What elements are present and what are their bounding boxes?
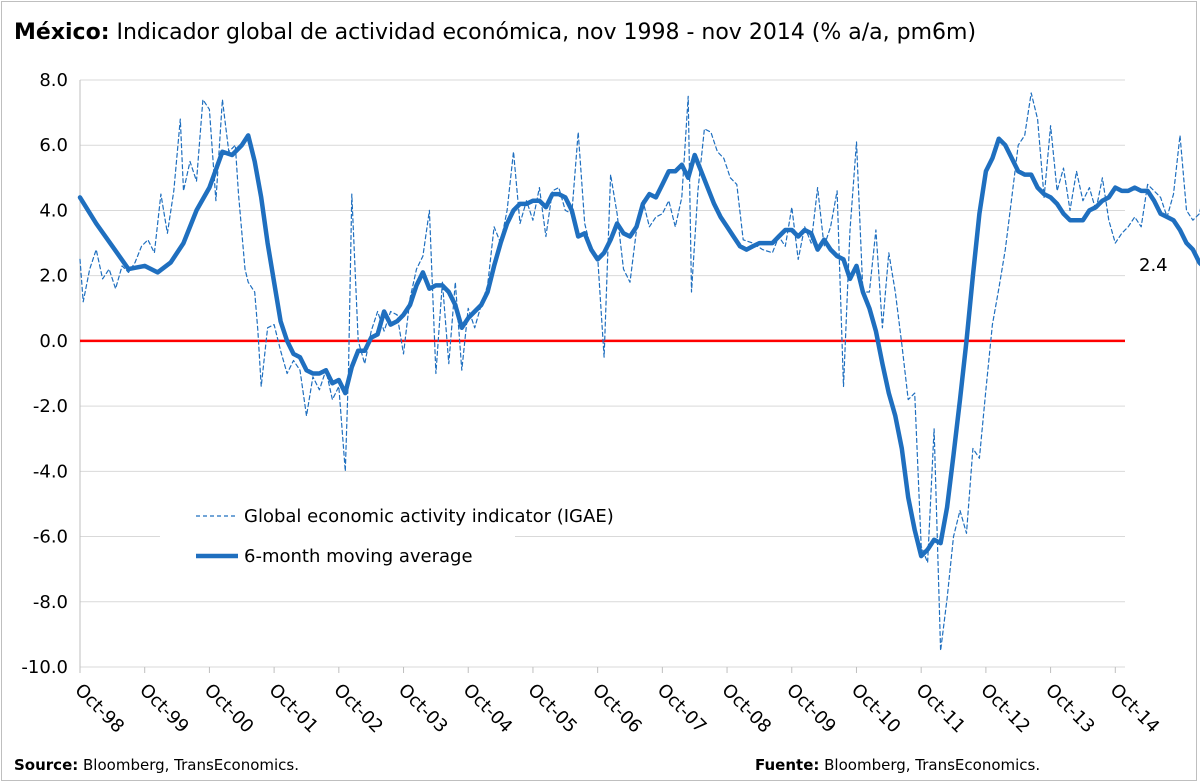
x-tick-label: Oct-06	[588, 680, 646, 738]
y-tick-label: -2.0	[33, 396, 68, 417]
legend: Global economic activity indicator (IGAE…	[160, 494, 614, 582]
y-tick-label: 2.0	[39, 266, 68, 287]
y-tick-label: -6.0	[33, 527, 68, 548]
x-tick-label: Oct-98	[70, 680, 128, 738]
x-tick-label: Oct-02	[329, 680, 387, 738]
y-tick-label: -10.0	[21, 657, 68, 678]
y-tick-label: 6.0	[39, 135, 68, 156]
x-tick-label: Oct-04	[459, 680, 517, 738]
y-tick-label: -8.0	[33, 592, 68, 613]
source-note: Source: Bloomberg, TransEconomics.	[14, 756, 299, 774]
y-tick-label: 0.0	[39, 331, 68, 352]
x-tick-label: Oct-07	[653, 680, 711, 738]
source-text: Bloomberg, TransEconomics.	[78, 756, 299, 774]
fuente-note: Fuente: Bloomberg, TransEconomics.	[755, 756, 1040, 774]
chart-title: México: Indicador global de actividad ec…	[14, 20, 976, 45]
x-tick-label: Oct-00	[200, 680, 258, 738]
x-tick-label: Oct-14	[1106, 680, 1164, 738]
fuente-text: Bloomberg, TransEconomics.	[819, 756, 1041, 774]
title-text: Indicador global de actividad económica,…	[109, 20, 977, 45]
y-axis-ticks: 8.0 6.0 4.0 2.0 0.0 -2.0 -4.0 -6.0 -8.0 -10.0	[21, 70, 68, 678]
x-axis-ticks: Oct-98 Oct-99 Oct-00 Oct-01 Oct-02 Oct-03 Oct-…	[70, 667, 1163, 737]
legend-label-moving-average: 6-month moving average	[244, 546, 473, 567]
x-tick-label: Oct-01	[265, 680, 323, 738]
series-line-igae	[79, 92, 1200, 652]
x-tick-label: Oct-11	[912, 680, 970, 738]
x-tick-label: Oct-05	[523, 680, 581, 738]
x-tick-label: Oct-12	[976, 680, 1034, 738]
legend-label-igae: Global economic activity indicator (IGAE…	[244, 506, 614, 527]
x-tick-label: Oct-08	[718, 680, 776, 738]
source-label: Source:	[14, 756, 79, 774]
series-lines	[77, 92, 1200, 652]
x-tick-label: Oct-09	[782, 680, 840, 738]
title-country: México:	[14, 20, 110, 45]
series-line-moving-average	[77, 133, 1200, 559]
x-tick-label: Oct-10	[847, 680, 905, 738]
x-tick-label: Oct-13	[1041, 680, 1099, 738]
y-tick-label: 8.0	[39, 70, 68, 91]
fuente-label: Fuente:	[755, 756, 820, 774]
y-tick-label: 4.0	[39, 200, 68, 221]
y-tick-label: -4.0	[33, 461, 68, 482]
x-tick-label: Oct-03	[394, 680, 452, 738]
end-value-label: 2.4	[1139, 255, 1168, 276]
legend-background	[160, 494, 515, 582]
x-tick-label: Oct-99	[135, 680, 193, 738]
